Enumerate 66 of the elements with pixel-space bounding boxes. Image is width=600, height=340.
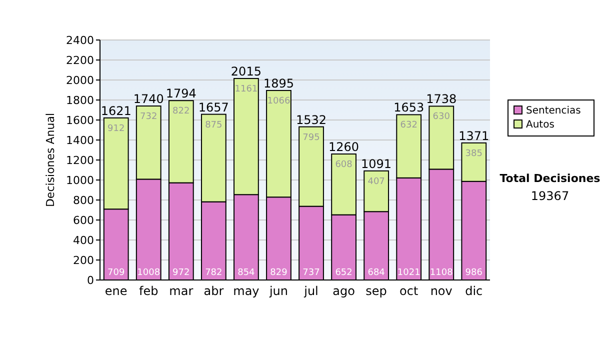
data-label: 630 (432, 112, 450, 122)
data-label: 1161 (234, 84, 258, 94)
total-label: 1740 (133, 92, 164, 106)
data-label: 608 (335, 160, 353, 170)
data-label: 986 (465, 268, 483, 278)
data-label: 709 (108, 268, 125, 278)
x-tick-label: oct (400, 284, 418, 298)
data-label: 1021 (397, 268, 420, 278)
text: 19367 (530, 189, 570, 203)
data-label: 1066 (267, 96, 290, 106)
y-tick-label: 800 (73, 194, 94, 207)
data-label: 385 (465, 148, 482, 159)
total-label: 1738 (426, 92, 457, 106)
data-label: 854 (238, 268, 256, 278)
y-tick-label: 400 (73, 234, 94, 247)
x-tick-label: nov (430, 284, 452, 298)
data-label: 737 (302, 268, 320, 278)
legend-label: Autos (526, 120, 554, 130)
y-tick-label: 1600 (66, 114, 94, 127)
x-tick-label: sep (366, 284, 387, 298)
x-tick-label: dic (465, 284, 483, 298)
data-label: 829 (270, 268, 288, 278)
y-tick-label: 1800 (66, 94, 94, 107)
total-label: 1091 (361, 156, 392, 171)
y-tick-label: 1000 (66, 174, 94, 187)
data-label: 822 (172, 106, 190, 117)
data-label: 1008 (137, 268, 160, 278)
total-label: 1371 (458, 128, 490, 143)
data-label: 795 (302, 132, 320, 143)
legend-label: Sentencias (526, 106, 581, 116)
data-label: 732 (140, 112, 158, 122)
total-label: 1653 (394, 100, 424, 115)
total-label: 1260 (328, 140, 360, 154)
y-tick-label: 2000 (66, 74, 94, 87)
total-label: 1794 (166, 86, 196, 101)
x-tick-label: may (233, 284, 260, 298)
y-tick-label: 200 (73, 254, 94, 267)
total-label: 1621 (100, 104, 132, 118)
data-label: 1108 (430, 268, 454, 278)
y-tick-label: 0 (87, 274, 94, 287)
text: Total Decisiones (500, 172, 600, 185)
x-tick-label: jul (303, 284, 318, 298)
x-tick-label: abr (204, 284, 224, 298)
data-label: 912 (108, 124, 125, 134)
data-label: 652 (335, 268, 352, 278)
x-tick-label: feb (139, 284, 158, 298)
total-label: 1657 (198, 100, 229, 114)
total-label: 1895 (263, 76, 294, 90)
y-tick-label: 600 (73, 214, 94, 227)
x-tick-label: mar (169, 284, 194, 298)
y-tick-label: 1200 (66, 154, 94, 167)
data-label: 684 (368, 268, 386, 278)
x-tick-label: ene (104, 284, 128, 298)
data-label: 407 (368, 176, 385, 187)
data-label: 632 (400, 120, 418, 131)
y-axis-title: Decisiones Anual (44, 112, 57, 208)
data-label: 782 (205, 268, 222, 278)
data-label: 875 (205, 120, 222, 130)
y-tick-label: 1400 (66, 134, 94, 147)
y-tick-label: 2400 (66, 34, 94, 47)
y-tick-label: 2200 (66, 54, 94, 67)
data-label: 972 (172, 268, 190, 278)
x-tick-label: ago (332, 284, 355, 298)
x-tick-label: jun (268, 284, 288, 298)
total-label: 1532 (296, 112, 327, 127)
total-label: 2015 (230, 64, 262, 78)
